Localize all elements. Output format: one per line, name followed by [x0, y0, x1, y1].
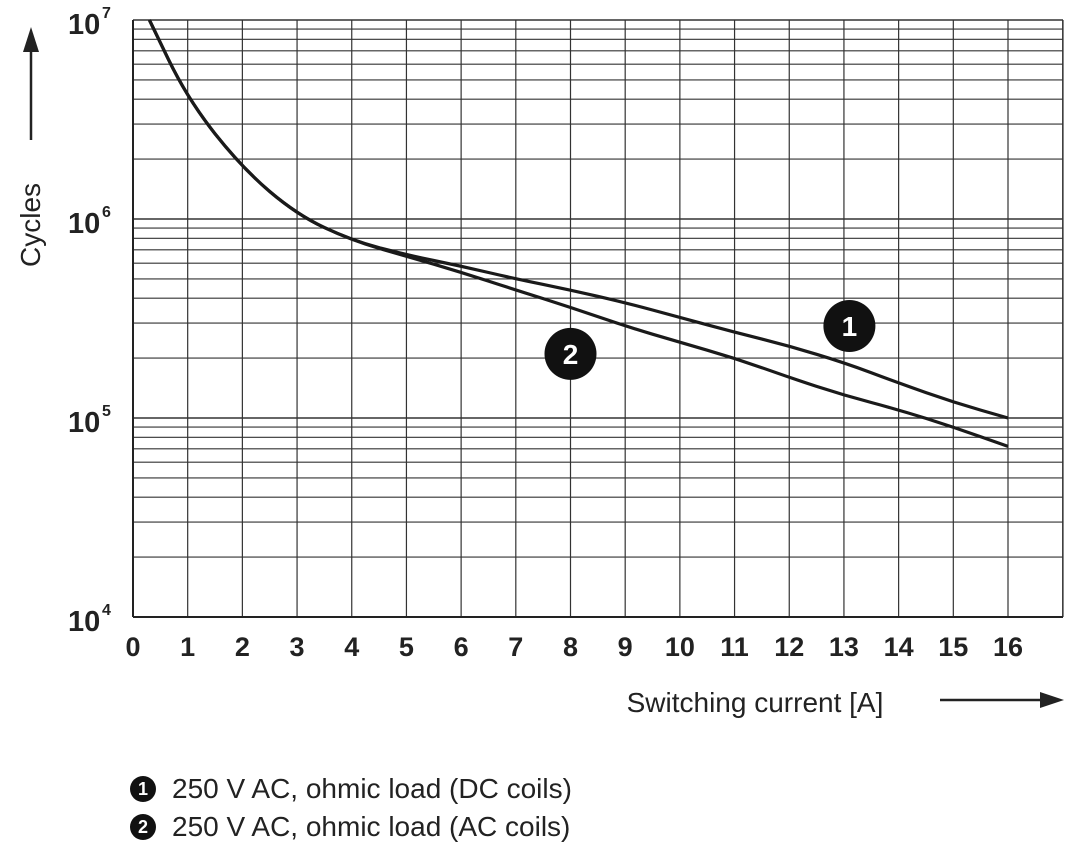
legend: 1 250 V AC, ohmic load (DC coils) 2 250 …	[130, 770, 572, 846]
series-marker-label: 1	[842, 311, 858, 342]
x-tick-labels: 0 1 2 3 4 5 6 7 8 9 10 11 12 13 14 15 16	[125, 632, 1023, 662]
series-markers: 12	[544, 299, 876, 380]
grid	[132, 19, 1064, 618]
y-tick-exponent: 7	[102, 5, 111, 22]
x-axis-label: Switching current [A]	[627, 687, 884, 718]
y-tick-label: 10	[68, 606, 100, 638]
y-tick-exponent: 5	[102, 403, 111, 420]
legend-badge: 1	[130, 776, 156, 802]
y-tick-label: 10	[68, 9, 100, 41]
x-tick-label: 4	[344, 632, 359, 662]
x-tick-label: 7	[508, 632, 523, 662]
axes	[132, 20, 1063, 618]
y-axis-arrowhead	[23, 27, 39, 52]
y-tick-label: 10	[68, 407, 100, 439]
x-tick-label: 15	[938, 632, 968, 662]
y-tick-label: 10	[68, 208, 100, 240]
legend-label: 250 V AC, ohmic load (AC coils)	[172, 811, 571, 842]
x-tick-label: 8	[563, 632, 578, 662]
x-tick-label: 3	[290, 632, 305, 662]
x-tick-label: 0	[125, 632, 140, 662]
x-tick-label: 16	[993, 632, 1023, 662]
x-tick-label: 11	[720, 632, 749, 662]
series-marker-2	[544, 327, 597, 380]
y-tick-exponent: 6	[102, 204, 111, 221]
x-tick-label: 1	[180, 632, 195, 662]
x-tick-label: 5	[399, 632, 414, 662]
legend-item: 1 250 V AC, ohmic load (DC coils)	[130, 770, 572, 808]
legend-badge: 2	[130, 814, 156, 840]
series-line-2	[147, 19, 1009, 448]
y-axis-label: Cycles	[15, 183, 46, 267]
y-tick-exponent: 4	[102, 602, 111, 619]
series-marker-label: 2	[563, 339, 579, 370]
x-tick-label: 10	[665, 632, 695, 662]
x-tick-label: 14	[884, 632, 914, 662]
x-tick-label: 13	[829, 632, 859, 662]
series-marker-1	[823, 299, 876, 352]
x-tick-label: 2	[235, 632, 250, 662]
series	[147, 19, 1009, 448]
legend-label: 250 V AC, ohmic load (DC coils)	[172, 773, 572, 804]
legend-item: 2 250 V AC, ohmic load (AC coils)	[130, 808, 572, 846]
x-tick-label: 12	[774, 632, 804, 662]
x-axis-arrowhead	[1040, 692, 1064, 708]
x-tick-label: 6	[454, 632, 469, 662]
axis-labels: Switching current [A] Cycles	[15, 27, 1064, 718]
x-tick-label: 9	[618, 632, 633, 662]
